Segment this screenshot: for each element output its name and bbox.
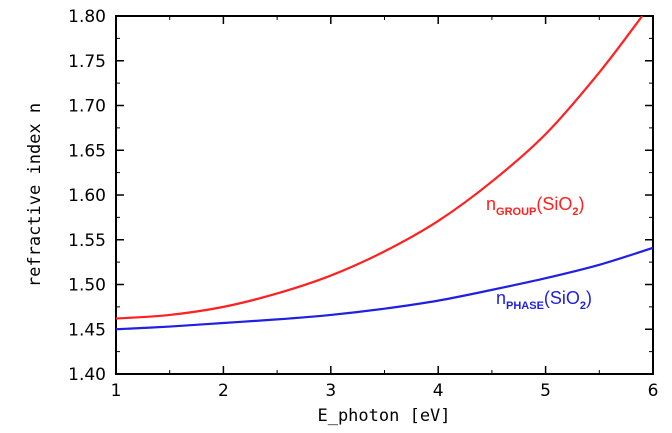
y-tick-label: 1.40 [68,365,106,385]
x-tick-label: 5 [540,381,551,401]
x-tick-label: 1 [111,381,122,401]
y-tick-label: 1.75 [68,52,106,72]
y-tick-label: 1.70 [68,97,106,117]
x-tick-label: 6 [648,381,659,401]
x-tick-label: 2 [218,381,229,401]
series-line-phase [116,246,653,331]
series-lines [116,16,653,331]
y-tick-label: 1.60 [68,186,106,206]
y-tick-label: 1.80 [68,7,106,27]
y-tick-label: 1.45 [68,320,106,340]
plot-area [115,15,654,375]
series-label-group: nGROUP(SiO2) [486,194,584,218]
y-axis-ticks: 1.40 1.45 1.50 1.55 1.60 1.65 1.70 1.75 1.80 [68,7,653,385]
y-tick-label: 1.65 [68,141,106,161]
y-axis-title: refractive index n [25,103,45,287]
y-tick-label: 1.50 [68,276,106,296]
x-axis-ticks: 1 2 3 4 5 6 [111,16,659,401]
x-tick-label: 3 [325,381,336,401]
series-label-phase: nPHASE(SiO2) [496,288,592,312]
plot-frame [115,15,654,375]
x-tick-label: 4 [433,381,444,401]
series-line-group [116,16,644,320]
y-tick-label: 1.55 [68,231,106,251]
x-axis-title: E_photon [eV] [317,406,450,426]
